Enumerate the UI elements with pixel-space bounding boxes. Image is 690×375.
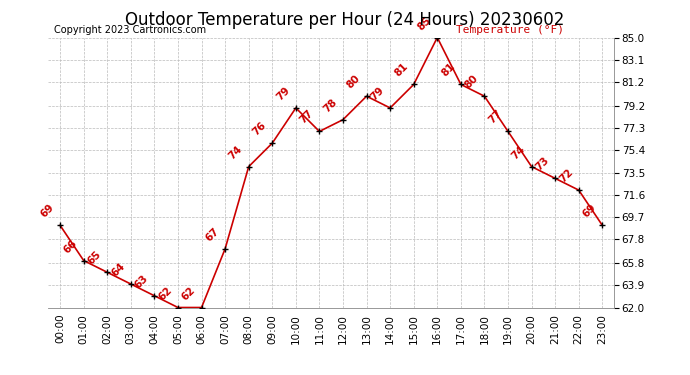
Text: 63: 63 [133, 273, 150, 290]
Text: 64: 64 [109, 261, 127, 279]
Text: 76: 76 [250, 120, 268, 138]
Text: 79: 79 [368, 85, 386, 102]
Text: 74: 74 [227, 144, 244, 161]
Text: 74: 74 [510, 144, 527, 161]
Text: 79: 79 [275, 85, 292, 102]
Text: 73: 73 [533, 155, 551, 173]
Text: 66: 66 [62, 238, 79, 255]
Text: 77: 77 [298, 108, 315, 126]
Text: 65: 65 [86, 249, 103, 267]
Text: 85: 85 [416, 15, 433, 32]
Text: 81: 81 [440, 62, 457, 79]
Text: 62: 62 [180, 285, 197, 302]
Text: 67: 67 [204, 226, 221, 243]
Text: Outdoor Temperature per Hour (24 Hours) 20230602: Outdoor Temperature per Hour (24 Hours) … [126, 11, 564, 29]
Text: 80: 80 [463, 74, 480, 91]
Text: Temperature (°F): Temperature (°F) [455, 25, 564, 35]
Text: 69: 69 [39, 202, 56, 220]
Text: 78: 78 [322, 97, 339, 114]
Text: 62: 62 [157, 285, 174, 302]
Text: 69: 69 [581, 202, 598, 220]
Text: 77: 77 [486, 108, 504, 126]
Text: 80: 80 [345, 74, 362, 91]
Text: 81: 81 [392, 62, 410, 79]
Text: Copyright 2023 Cartronics.com: Copyright 2023 Cartronics.com [54, 25, 206, 35]
Text: 72: 72 [557, 167, 575, 184]
